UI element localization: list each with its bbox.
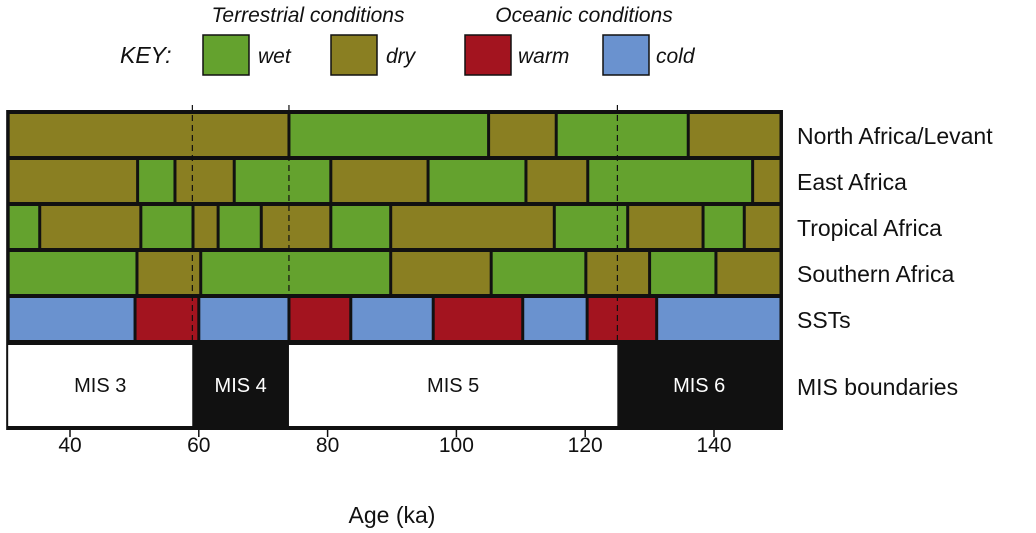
segment-wet xyxy=(235,160,330,202)
segment-dry xyxy=(138,252,200,294)
x-tick-label: 40 xyxy=(58,434,81,457)
segment-dry xyxy=(754,160,780,202)
segment-cold xyxy=(9,298,134,340)
segment-wet xyxy=(139,160,174,202)
segment-warm xyxy=(434,298,522,340)
key-group-title: Oceanic conditions xyxy=(495,4,673,27)
segment-wet xyxy=(142,206,192,248)
segment-wet xyxy=(9,252,136,294)
segment-wet xyxy=(704,206,743,248)
key-group-title: Terrestrial conditions xyxy=(212,4,405,27)
segment-dry xyxy=(262,206,330,248)
segment-dry xyxy=(689,114,780,156)
legend-label-cold: cold xyxy=(656,45,696,68)
legend-swatch-dry xyxy=(330,34,378,76)
segment-cold xyxy=(352,298,432,340)
mis-stage-box xyxy=(617,345,781,426)
segment-dry xyxy=(41,206,140,248)
legend-swatch-warm xyxy=(464,34,512,76)
segment-wet xyxy=(651,252,715,294)
segment-dry xyxy=(9,160,137,202)
legend-label-wet: wet xyxy=(258,45,292,68)
segment-dry xyxy=(9,114,288,156)
segment-warm xyxy=(588,298,656,340)
segment-wet xyxy=(492,252,585,294)
segment-cold xyxy=(524,298,586,340)
x-axis-label: Age (ka) xyxy=(349,502,436,528)
segment-warm xyxy=(290,298,350,340)
segment-wet xyxy=(219,206,260,248)
segment-wet xyxy=(429,160,525,202)
segment-cold xyxy=(658,298,780,340)
segment-dry xyxy=(392,252,490,294)
mis-stage-label: MIS 5 xyxy=(427,375,479,397)
legend-label-dry: dry xyxy=(386,45,417,68)
mis-row-label: MIS boundaries xyxy=(797,374,958,400)
segment-wet xyxy=(9,206,39,248)
x-tick-label: 140 xyxy=(696,434,731,457)
segment-wet xyxy=(555,206,627,248)
row-label: East Africa xyxy=(797,169,907,195)
segment-dry xyxy=(332,160,427,202)
segment-dry xyxy=(745,206,780,248)
row-label: Southern Africa xyxy=(797,261,954,287)
segment-wet xyxy=(290,114,488,156)
segment-dry xyxy=(629,206,702,248)
legend-swatch-cold xyxy=(602,34,650,76)
segment-wet xyxy=(589,160,752,202)
x-tick-label: 80 xyxy=(316,434,339,457)
segment-dry xyxy=(717,252,780,294)
key-label: KEY: xyxy=(120,42,172,68)
mis-stage-box xyxy=(192,345,289,426)
x-tick-label: 120 xyxy=(568,434,603,457)
mis-stage-label: MIS 4 xyxy=(215,375,267,397)
row-label: North Africa/Levant xyxy=(797,123,993,149)
legend-swatch-wet xyxy=(202,34,250,76)
segment-wet xyxy=(202,252,390,294)
x-tick-label: 60 xyxy=(187,434,210,457)
segment-dry xyxy=(176,160,233,202)
segment-dry xyxy=(490,114,555,156)
segment-warm xyxy=(136,298,198,340)
row-label: Tropical Africa xyxy=(797,215,942,241)
mis-stage-label: MIS 6 xyxy=(673,375,725,397)
x-tick-label: 100 xyxy=(439,434,474,457)
segment-dry xyxy=(527,160,587,202)
segment-cold xyxy=(200,298,288,340)
segment-wet xyxy=(557,114,687,156)
segment-dry xyxy=(392,206,553,248)
legend-label-warm: warm xyxy=(518,45,569,68)
row-label: SSTs xyxy=(797,307,851,333)
mis-stage-box xyxy=(8,345,193,426)
mis-stage-label: MIS 3 xyxy=(74,375,126,397)
mis-stage-box xyxy=(288,345,618,426)
segment-wet xyxy=(332,206,390,248)
segment-dry xyxy=(194,206,217,248)
